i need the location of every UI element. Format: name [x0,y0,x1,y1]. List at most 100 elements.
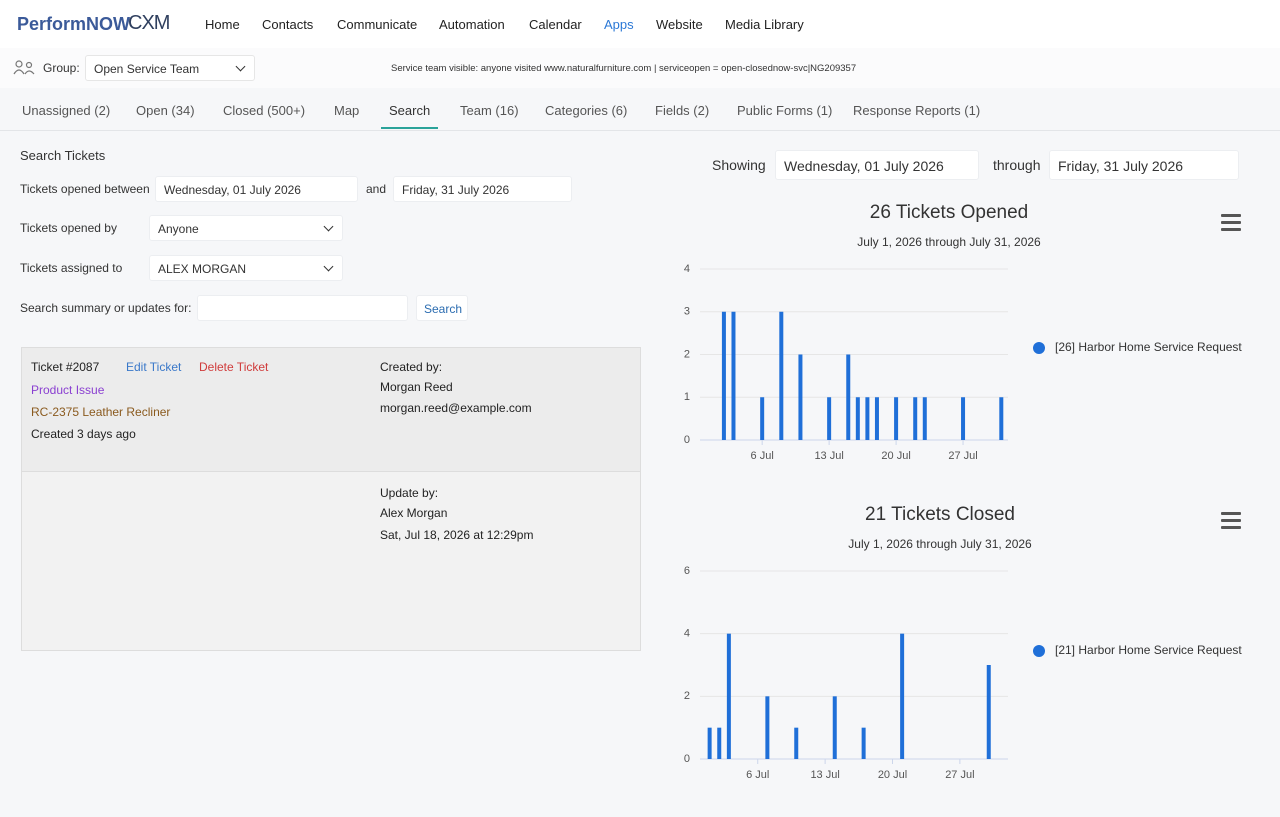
ticket-created: Created 3 days ago [31,427,136,441]
showing-from-text: Wednesday, 01 July 2026 [784,158,944,174]
opened-by-select[interactable]: Anyone [149,215,343,241]
nav-item[interactable]: Contacts [262,17,314,32]
bar [707,727,712,759]
bar [779,311,784,440]
nav-item[interactable]: Website [656,17,703,32]
legend-marker [1033,342,1045,354]
legend-label: [21] Harbor Home Service Request [1055,643,1242,657]
menu-icon-bar [1221,228,1241,231]
bar [861,727,866,759]
y-tick-label: 6 [684,565,690,577]
opened-by: Anyone [158,222,199,236]
field-label: Search summary or updates for: [20,301,192,315]
group-value: Open Service Team [94,62,200,76]
y-tick-label: 2 [684,690,690,702]
assigned-select[interactable]: ALEX MORGAN [149,255,343,281]
tab[interactable]: Categories (6) [545,103,628,118]
group-icon [13,60,35,75]
tab[interactable]: Public Forms (1) [737,103,833,118]
tab[interactable]: Unassigned (2) [22,103,111,118]
tab[interactable]: Search [389,103,431,118]
delete-link[interactable]: Delete Ticket [199,360,269,374]
y-tick-label: 0 [684,753,690,765]
bar [874,397,879,440]
bar [721,311,726,440]
x-tick-label: 27 Jul [945,769,974,781]
search-button[interactable]: Search [416,295,468,321]
logo[interactable]: CXM [128,12,170,34]
bar [726,633,731,759]
legend-label: [26] Harbor Home Service Request [1055,340,1242,354]
update-time: Sat, Jul 18, 2026 at 12:29pm [380,528,534,542]
bar [827,397,832,440]
active-tab-underline [381,127,439,129]
group-select[interactable]: Open Service Team [85,55,255,81]
nav-item[interactable]: Apps [604,17,634,32]
group-bar: Group: Open Service Team Service team vi… [0,48,1280,88]
bar [765,696,770,759]
x-tick-label: 13 Jul [814,450,843,462]
nav-item[interactable]: Home [205,17,240,32]
bar [794,727,799,759]
menu-icon-bar [1221,512,1241,515]
nav-item[interactable]: Communicate [337,17,418,32]
bar [731,311,736,440]
tab[interactable]: Map [334,103,360,118]
chart-title: 26 Tickets Opened [870,202,1028,223]
bar [900,633,905,759]
showing-to-text: Friday, 31 July 2026 [1058,158,1184,174]
menu-icon-bar [1221,221,1241,224]
y-tick-label: 4 [684,263,690,275]
field-label: Tickets opened between [20,182,150,196]
email: morgan.reed@example.com [380,401,532,415]
tab[interactable]: Response Reports (1) [853,103,981,118]
bar [760,397,765,440]
tab[interactable]: Open (34) [136,103,195,118]
x-tick-label: 20 Jul [881,450,910,462]
bar [846,354,851,440]
field-label: Tickets opened by [20,221,117,235]
bar [986,665,991,759]
assigned-to: ALEX MORGAN [158,262,247,276]
date-to-input[interactable]: Friday, 31 July 2026 [393,176,572,202]
tab[interactable]: Closed (500+) [223,103,306,118]
bar [717,727,722,759]
chart-title: 21 Tickets Closed [865,504,1015,525]
edit-link[interactable]: Edit Ticket [126,360,182,374]
field-label: Tickets assigned to [20,261,123,275]
ticket-updates [21,472,641,651]
chart-subtitle: July 1, 2026 through July 31, 2026 [848,537,1032,551]
y-tick-label: 2 [684,348,690,360]
x-tick-label: 20 Jul [878,769,907,781]
showing-from[interactable]: Wednesday, 01 July 2026 [775,150,979,180]
bar [961,397,966,440]
legend-marker [1033,645,1045,657]
search-title: Search Tickets [20,148,106,163]
nav-item[interactable]: Media Library [725,17,804,32]
button-label: Search [424,302,463,316]
tab[interactable]: Team (16) [460,103,519,118]
date-to: Friday, 31 July 2026 [402,183,510,197]
ticket-number: Ticket #2087 [31,360,100,374]
y-tick-label: 4 [684,628,690,640]
bar [922,397,927,440]
ticket-product: RC-2375 Leather Recliner [31,405,171,419]
created-by: Morgan Reed [380,380,453,394]
date-from-input[interactable]: Wednesday, 01 July 2026 [155,176,358,202]
bar [913,397,918,440]
summary-input[interactable] [197,295,408,321]
showing-to[interactable]: Friday, 31 July 2026 [1049,150,1239,180]
x-tick-label: 27 Jul [948,450,977,462]
charts: 26 Tickets Opened July 1, 2026 through Ju… [684,202,1243,781]
y-tick-label: 3 [684,306,690,318]
group-info: Service team visible: anyone visited www… [391,63,857,74]
brand[interactable]: PerformNOW [17,14,131,34]
nav-item[interactable]: Calendar [529,17,582,32]
through-label: through [993,157,1041,173]
y-tick-label: 0 [684,434,690,446]
tab[interactable]: Fields (2) [655,103,710,118]
ticket-card [21,347,641,472]
nav-item[interactable]: Automation [439,17,505,32]
showing-label: Showing [712,157,766,173]
